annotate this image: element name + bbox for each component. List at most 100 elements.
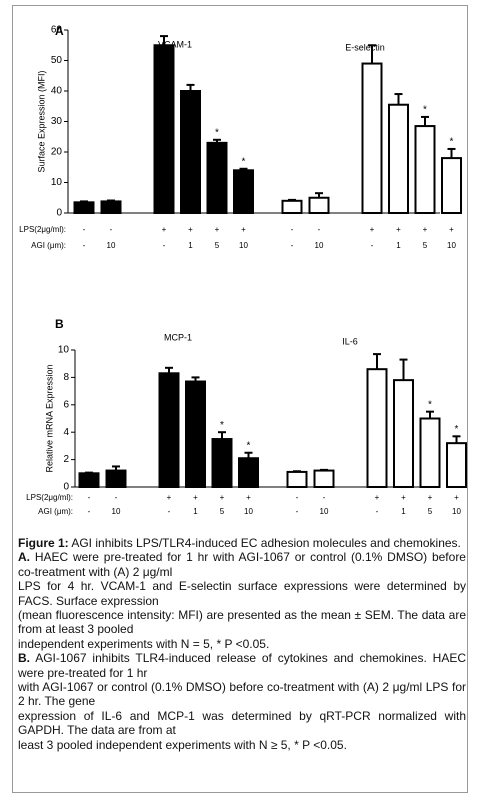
y-tick-label: 4 (63, 427, 69, 438)
agi-label: - (296, 507, 299, 516)
y-tick-label: 8 (63, 372, 69, 383)
y-axis-label: Surface Expression (MFI) (36, 70, 46, 172)
caption-text: HAEC were pre-treated for 1 hr with AGI-… (18, 550, 466, 579)
agi-label: 10 (112, 507, 121, 516)
bar (206, 141, 228, 215)
caption-text: AGI inhibits LPS/TLR4-induced EC adhesio… (71, 536, 461, 550)
lps-label: - (323, 493, 326, 502)
series-name: MCP-1 (164, 332, 192, 342)
bar (281, 199, 303, 215)
bar (414, 125, 436, 214)
bar (238, 457, 259, 489)
y-tick-label: 10 (58, 345, 70, 356)
paragraph-label: B. (18, 651, 30, 666)
agi-label: 5 (215, 241, 220, 250)
bar (393, 379, 414, 489)
row-label: AGI (μm): (38, 507, 73, 516)
lps-label: + (167, 493, 172, 502)
row-label: AGI (μm): (31, 241, 66, 250)
y-tick-label: 60 (51, 25, 63, 36)
bar (446, 442, 467, 489)
lps-label: + (193, 493, 198, 502)
caption-title: Figure 1: (18, 536, 69, 550)
lps-label: - (291, 225, 294, 234)
lps-label: - (318, 225, 321, 234)
lps-label: + (449, 225, 454, 234)
lps-label: + (370, 225, 375, 234)
caption-text: with AGI-1067 or control (0.1% DMSO) bef… (18, 680, 466, 709)
bar (388, 103, 409, 214)
caption-line: with AGI-1067 or control (0.1% DMSO) bef… (18, 680, 466, 709)
caption-text: independent experiments with N = 5, * P … (18, 636, 270, 651)
lps-label: - (110, 225, 113, 234)
agi-label: - (371, 241, 374, 250)
bar (233, 169, 254, 215)
agi-label: 10 (239, 241, 248, 250)
bar (73, 201, 95, 214)
lps-label: + (454, 493, 459, 502)
lps-label: - (296, 493, 299, 502)
caption-text: AGI-1067 inhibits TLR4-induced release o… (18, 651, 467, 680)
significance-marker: * (215, 127, 219, 138)
agi-label: - (88, 507, 91, 516)
caption-line: least 3 pooled independent experiments w… (18, 738, 466, 752)
lps-label: + (246, 493, 251, 502)
caption-line: A. HAEC were pre-treated for 1 hr with A… (18, 550, 466, 579)
agi-label: 1 (193, 507, 198, 516)
lps-label: - (88, 493, 91, 502)
lps-label: - (83, 225, 86, 234)
lps-label: + (215, 225, 220, 234)
significance-marker: * (450, 137, 454, 148)
paragraph-label: A. (18, 550, 30, 565)
lps-label: - (115, 493, 118, 502)
bar (313, 469, 335, 488)
agi-label: 10 (315, 241, 324, 250)
agi-label: 10 (320, 507, 329, 516)
bar (308, 196, 330, 214)
caption-text: expression of IL-6 and MCP-1 was determi… (18, 708, 466, 738)
bar (180, 90, 201, 214)
bar (78, 472, 100, 488)
series-name: IL-6 (342, 336, 358, 346)
y-tick-label: 6 (63, 399, 69, 410)
lps-label: + (162, 225, 167, 234)
agi-label: 10 (244, 507, 253, 516)
y-tick-label: 0 (56, 208, 62, 219)
agi-label: 5 (428, 507, 433, 516)
y-tick-label: 40 (51, 86, 63, 97)
row-label: LPS(2μg/ml): (19, 225, 66, 234)
significance-marker: * (428, 399, 432, 410)
y-tick-label: 50 (51, 55, 63, 66)
agi-label: 10 (452, 507, 461, 516)
agi-label: - (163, 241, 166, 250)
caption-text: least 3 pooled independent experiments w… (18, 737, 347, 752)
caption-text: (mean fluorescence intensity: MFI) are p… (18, 608, 466, 637)
bar (211, 438, 233, 488)
lps-label: + (375, 493, 380, 502)
agi-label: 10 (107, 241, 116, 250)
bar (366, 368, 388, 488)
agi-label: - (83, 241, 86, 250)
agi-label: - (168, 507, 171, 516)
caption-line: independent experiments with N = 5, * P … (18, 637, 466, 651)
series-name: VCAM-1 (158, 39, 192, 49)
agi-label: 1 (188, 241, 193, 250)
significance-marker: * (423, 105, 427, 116)
y-tick-label: 2 (63, 454, 69, 465)
lps-label: + (188, 225, 193, 234)
lps-label: + (396, 225, 401, 234)
significance-marker: * (220, 420, 224, 431)
agi-label: - (376, 507, 379, 516)
caption-paragraph: A. HAEC were pre-treated for 1 hr with A… (18, 550, 466, 651)
panel-letter: B (55, 317, 64, 331)
caption: Figure 1: AGI inhibits LPS/TLR4-induced … (18, 536, 466, 752)
lps-label: + (423, 225, 428, 234)
caption-line: LPS for 4 hr. VCAM-1 and E-selectin surf… (18, 579, 466, 608)
y-tick-label: 10 (51, 177, 63, 188)
bar (153, 44, 175, 214)
y-tick-label: 30 (51, 116, 63, 127)
y-tick-label: 0 (63, 482, 69, 493)
lps-label: + (220, 493, 225, 502)
caption-heading: Figure 1: AGI inhibits LPS/TLR4-induced … (18, 536, 466, 550)
